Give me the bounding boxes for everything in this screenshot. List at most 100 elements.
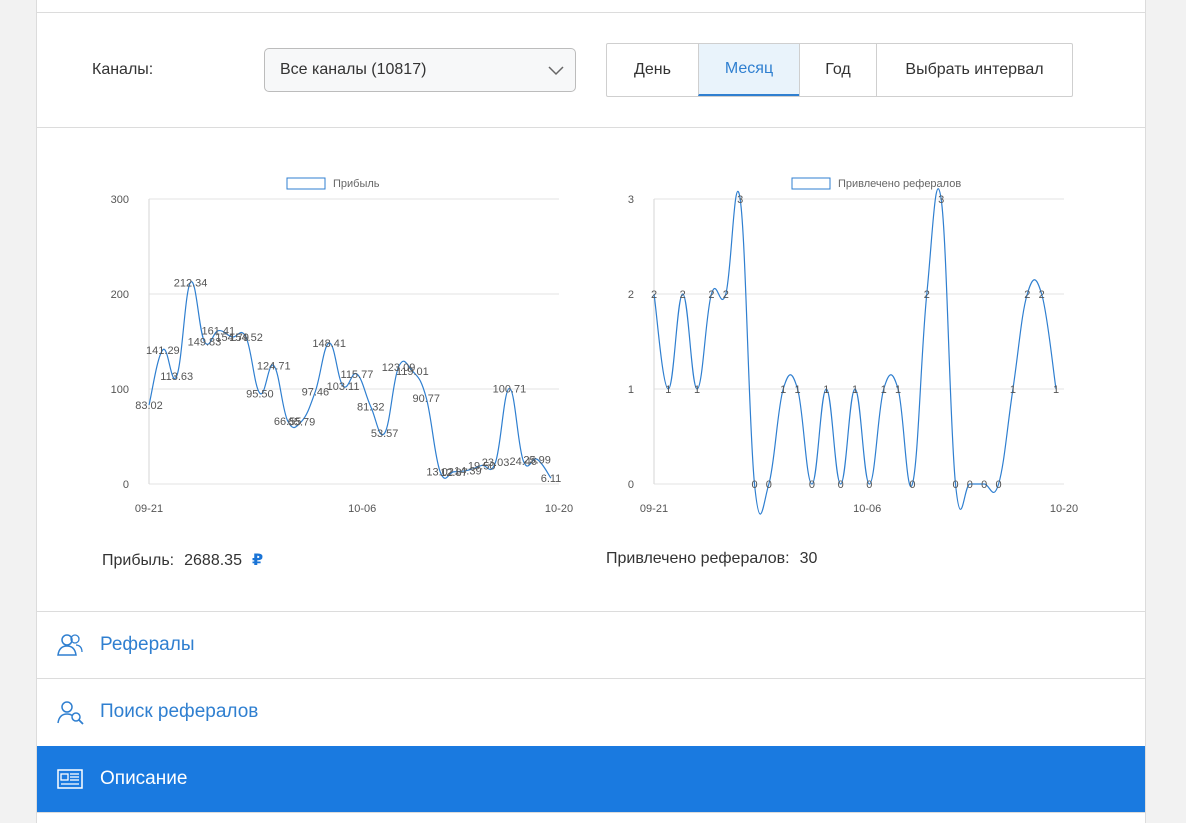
menu-item-label: Рефералы — [100, 634, 195, 655]
data-label: 65.79 — [288, 416, 316, 428]
data-label: 2 — [708, 289, 714, 301]
menu-item-search-referrals[interactable]: Поиск рефералов — [37, 679, 1145, 745]
x-tick-label: 10-06 — [853, 503, 881, 515]
x-tick-label: 09-21 — [135, 503, 163, 515]
data-label: 53.57 — [371, 428, 399, 440]
data-label: 1 — [895, 384, 901, 396]
profit-label: Прибыль: — [102, 552, 175, 569]
divider — [37, 611, 1145, 612]
data-label: 149.83 — [188, 337, 222, 349]
referrals-chart-svg: Привлечено рефералов 0 1 2 3 09-21 10-06 10-20 2… — [628, 177, 1078, 515]
channels-label: Каналы: — [92, 61, 154, 78]
y-tick-label: 0 — [628, 479, 634, 491]
legend-label: Прибыль — [333, 178, 380, 190]
data-label: 124.71 — [257, 361, 291, 373]
profit-value: 2688.35 — [184, 552, 242, 569]
y-tick-label: 300 — [111, 194, 129, 206]
y-tick-label: 3 — [628, 194, 634, 206]
data-label: 1 — [881, 384, 887, 396]
ruble-icon: ₽ — [251, 552, 264, 569]
data-label: 0 — [981, 479, 987, 491]
data-label: 0 — [766, 479, 772, 491]
data-label: 90.77 — [412, 393, 440, 405]
y-tick-label: 2 — [628, 289, 634, 301]
referrals-label: Привлечено рефералов: — [606, 550, 790, 567]
data-label: 123.09 — [382, 362, 416, 374]
data-label: 2 — [723, 289, 729, 301]
data-label: 154.79 — [215, 332, 249, 344]
data-label: 14.39 — [454, 465, 482, 477]
chevron-down-icon — [548, 66, 564, 76]
tab-day[interactable]: День — [634, 61, 671, 78]
data-label: 6.11 — [541, 473, 562, 485]
data-label: 161.41 — [201, 326, 235, 338]
data-label: 115.77 — [341, 369, 374, 381]
data-label: 103.11 — [327, 381, 360, 393]
legend-swatch — [791, 177, 831, 190]
data-label: 25.99 — [523, 454, 551, 466]
data-label: 81.32 — [357, 402, 385, 414]
period-tabs: День Месяц Год Выбрать интервал — [606, 43, 1073, 97]
data-label: 12.87 — [440, 467, 468, 479]
stats-panel: Каналы: Все каналы (10817) День Месяц Го… — [36, 0, 1146, 823]
series-line — [653, 188, 1057, 515]
divider — [37, 812, 1145, 813]
tab-month[interactable]: Месяц — [698, 44, 799, 96]
data-label: 2 — [1024, 289, 1030, 301]
data-label: 66.55 — [274, 416, 302, 428]
data-label: 0 — [909, 479, 915, 491]
data-label: 1 — [1010, 384, 1016, 396]
data-label: 13.02 — [426, 467, 454, 479]
tab-year[interactable]: Год — [799, 44, 876, 96]
data-label: 0 — [967, 479, 973, 491]
data-label: 0 — [809, 479, 815, 491]
menu-item-description[interactable]: Описание — [37, 746, 1145, 812]
channel-select[interactable]: Все каналы (10817) — [264, 48, 576, 92]
tab-custom-interval[interactable]: Выбрать интервал — [876, 44, 1072, 96]
data-label: 3 — [938, 194, 944, 206]
channel-select-value: Все каналы (10817) — [280, 61, 427, 78]
data-label: 0 — [952, 479, 958, 491]
data-label: 95.50 — [246, 388, 274, 400]
data-label: 0 — [751, 479, 757, 491]
data-label: 19.50 — [468, 460, 496, 472]
x-tick-label: 09-21 — [640, 503, 668, 515]
data-label: 2 — [680, 289, 686, 301]
data-label: 3 — [737, 194, 743, 206]
data-label: 2 — [651, 289, 657, 301]
divider — [37, 12, 1145, 13]
y-tick-label: 100 — [111, 384, 129, 396]
referrals-value: 30 — [799, 550, 818, 567]
data-label: 1 — [780, 384, 786, 396]
data-label: 0 — [838, 479, 844, 491]
data-label: 0 — [996, 479, 1002, 491]
profit-summary: Прибыль: 2688.35 ₽ — [102, 550, 263, 570]
divider — [37, 127, 1145, 128]
data-label: 2 — [924, 289, 930, 301]
profit-chart: Прибыль 0 100 200 300 09-21 10-06 10-20 83.02 141… — [97, 170, 587, 530]
data-label: 23.03 — [482, 457, 510, 469]
data-label: 100.71 — [493, 383, 527, 395]
menu-item-referrals[interactable]: Рефералы — [37, 612, 1145, 678]
legend-swatch — [286, 177, 326, 190]
data-label: 1 — [795, 384, 801, 396]
y-tick-label: 1 — [628, 384, 634, 396]
data-label: 212.34 — [174, 277, 208, 289]
series-line — [148, 281, 552, 479]
y-tick-label: 200 — [111, 289, 129, 301]
data-label: 1 — [1053, 384, 1059, 396]
referrals-icon — [57, 634, 83, 656]
menu-item-label: Описание — [100, 768, 188, 789]
data-label: 0 — [866, 479, 872, 491]
referrals-summary: Привлечено рефералов: 30 — [606, 550, 817, 568]
data-label: 1 — [852, 384, 858, 396]
data-label: 1 — [694, 384, 700, 396]
y-tick-label: 0 — [123, 479, 129, 491]
data-label: 148.41 — [312, 338, 346, 350]
legend-label: Привлечено рефералов — [838, 178, 961, 190]
profit-chart-svg: Прибыль 0 100 200 300 09-21 10-06 10-20 83.02 141… — [111, 177, 573, 515]
data-label: 141.29 — [146, 345, 180, 357]
referrals-chart: Привлечено рефералов 0 1 2 3 09-21 10-06 10-20 2… — [602, 170, 1092, 530]
data-label: 83.02 — [135, 400, 163, 412]
data-label: 1 — [665, 384, 671, 396]
